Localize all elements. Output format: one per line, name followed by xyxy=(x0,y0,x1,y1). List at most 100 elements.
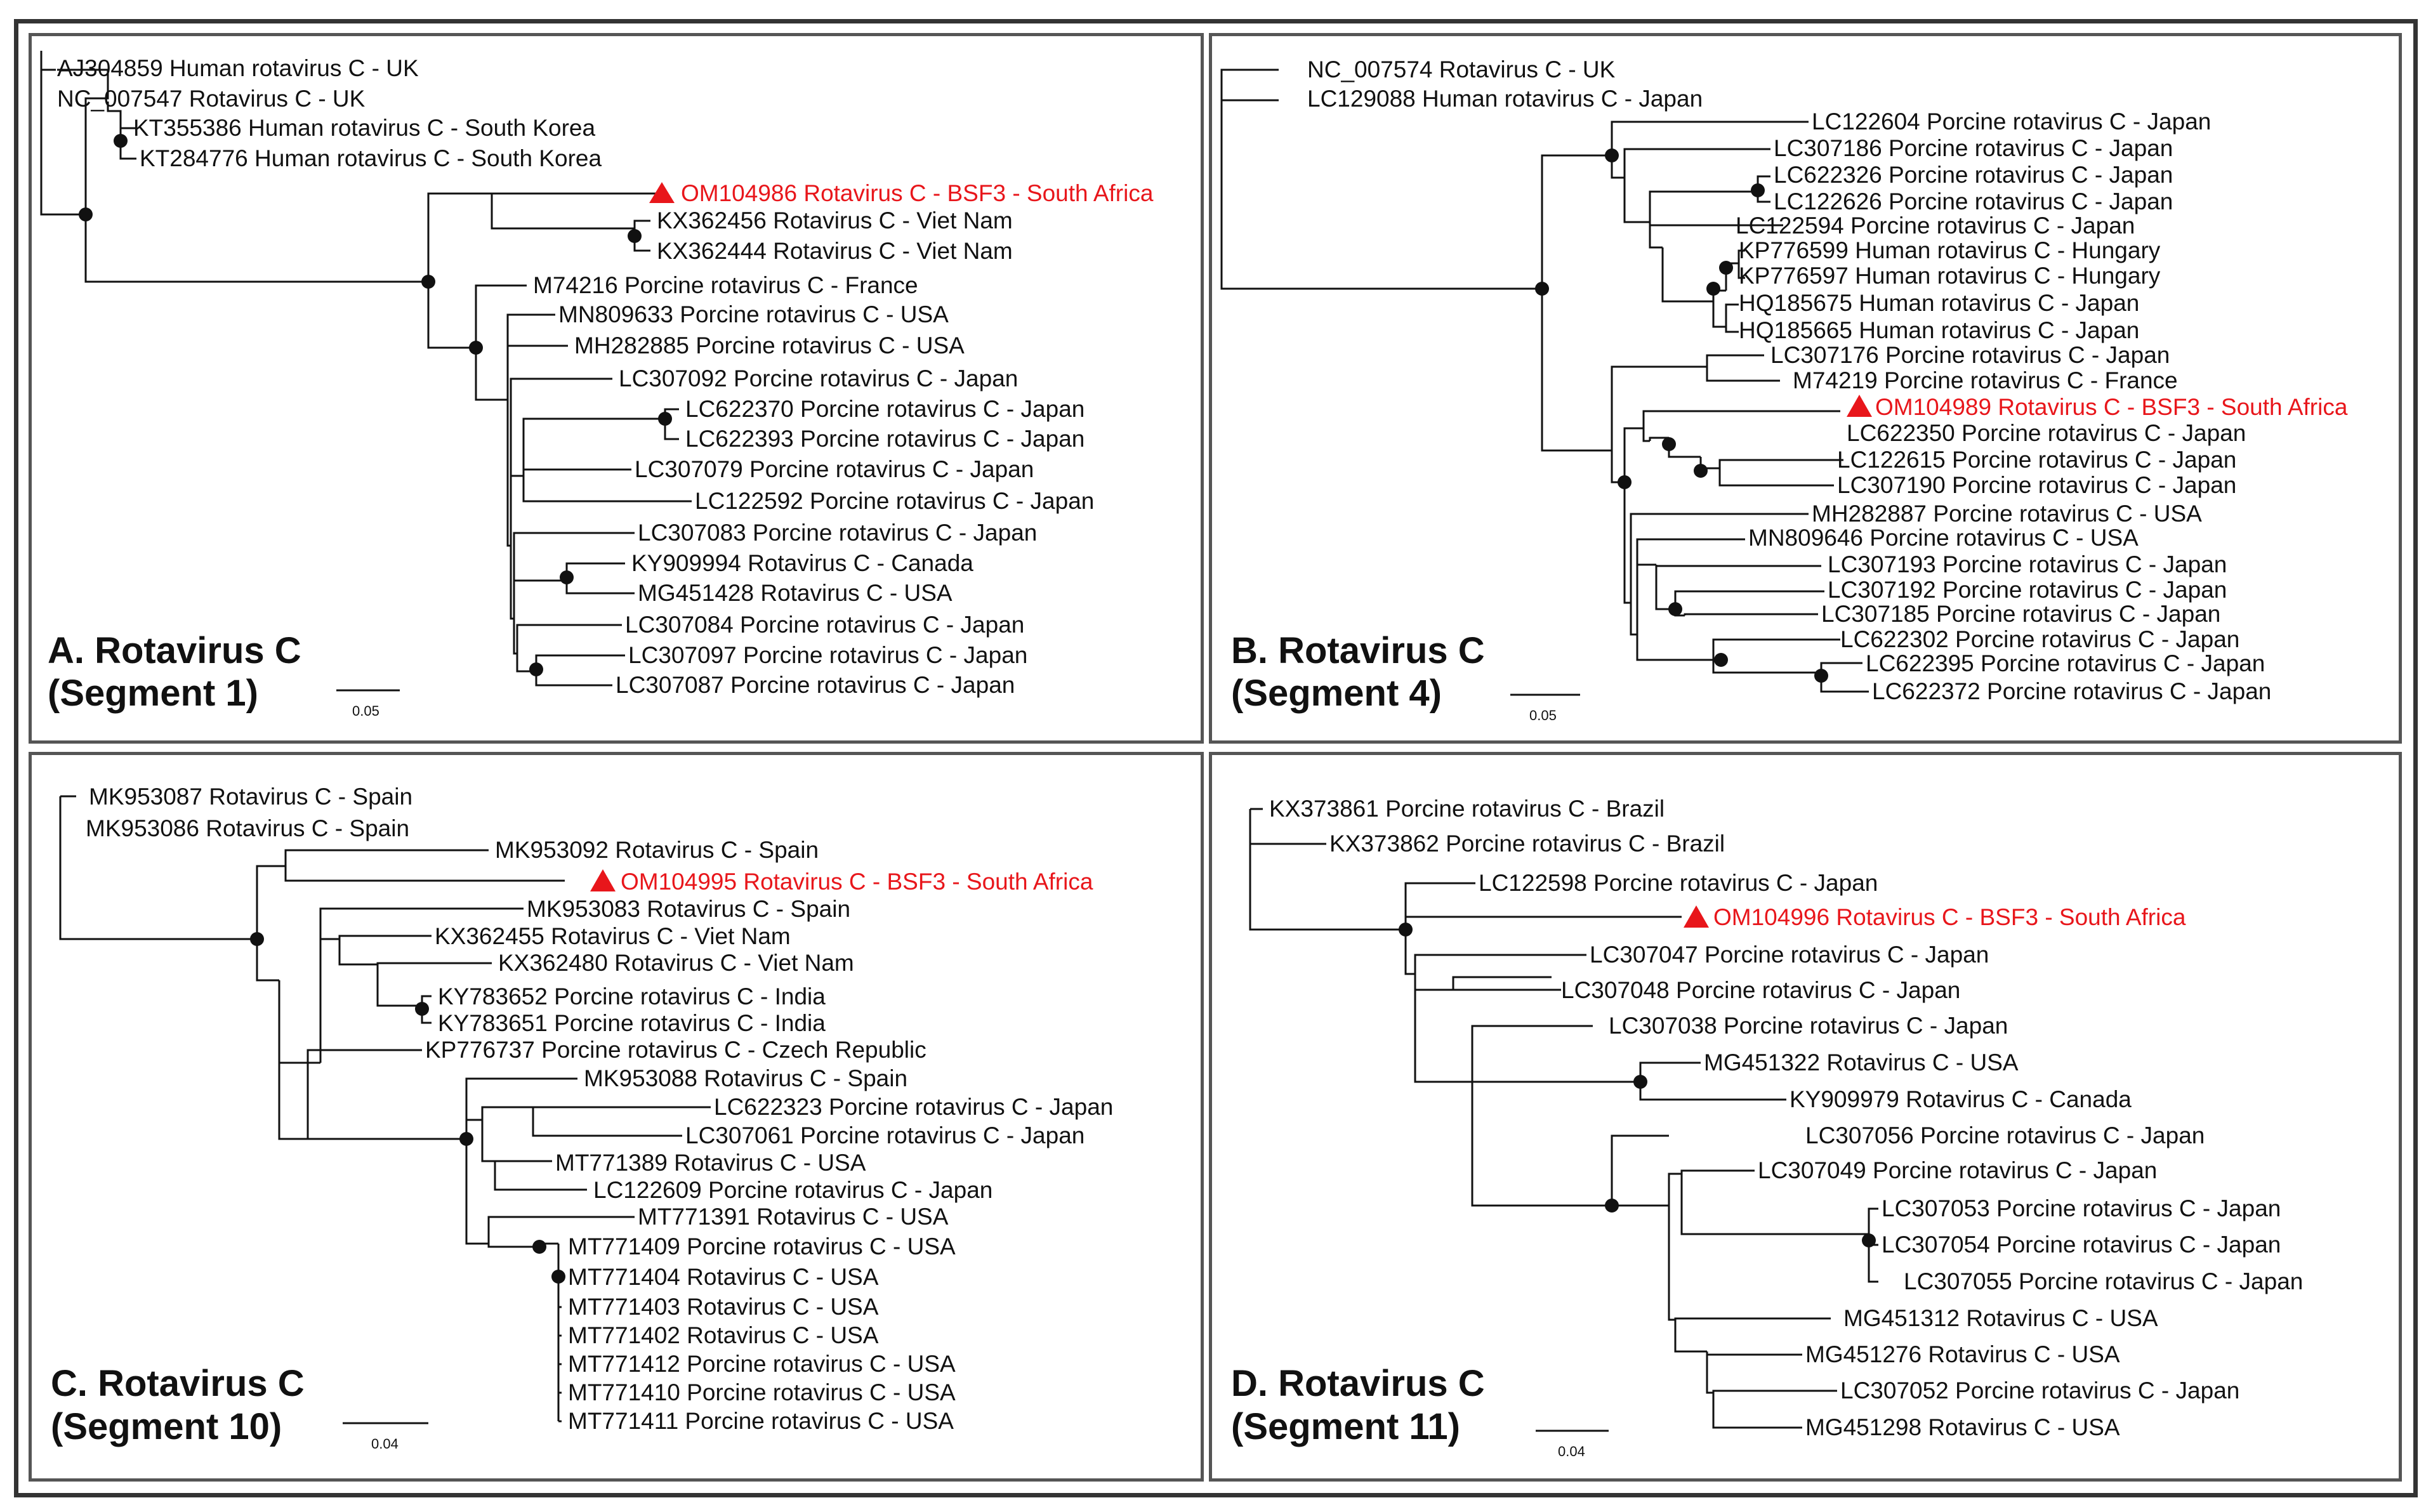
node-dot xyxy=(459,1132,473,1146)
taxon-label: HQ185675 Human rotavirus C - Japan xyxy=(1739,290,2139,316)
taxon-label: MN809633 Porcine rotavirus C - USA xyxy=(558,301,949,327)
taxon-label: MT771412 Porcine rotavirus C - USA xyxy=(568,1351,956,1377)
taxon-label: LC122604 Porcine rotavirus C - Japan xyxy=(1812,108,2211,135)
taxon-label: KP776737 Porcine rotavirus C - Czech Rep… xyxy=(425,1037,926,1063)
taxon-label: LC307185 Porcine rotavirus C - Japan xyxy=(1821,601,2220,627)
taxon-label: LC122626 Porcine rotavirus C - Japan xyxy=(1774,188,2173,214)
taxon-label: MH282885 Porcine rotavirus C - USA xyxy=(574,332,965,358)
taxon-label: KY783651 Porcine rotavirus C - India xyxy=(438,1010,826,1036)
taxon-label: MG451322 Rotavirus C - USA xyxy=(1704,1049,2019,1075)
panel-d-labels: KX373861 Porcine rotavirus C - Brazil KX… xyxy=(1269,796,2303,1440)
taxon-label: LC307192 Porcine rotavirus C - Japan xyxy=(1828,577,2227,603)
taxon-label: LC307053 Porcine rotavirus C - Japan xyxy=(1882,1195,2281,1221)
panel-c-labels: MK953087 Rotavirus C - Spain MK953086 Ro… xyxy=(86,784,1113,1434)
taxon-label: MK953086 Rotavirus C - Spain xyxy=(86,815,409,841)
taxon-label: LC307048 Porcine rotavirus C - Japan xyxy=(1561,977,1960,1003)
panel-subtitle: (Segment 4) xyxy=(1231,673,1442,714)
node-dot xyxy=(628,229,642,243)
node-dot xyxy=(1668,602,1682,616)
panel-b-labels: NC_007574 Rotavirus C - UK LC129088 Huma… xyxy=(1307,56,2348,704)
node-dot xyxy=(1814,669,1828,683)
taxon-label: LC622372 Porcine rotavirus C - Japan xyxy=(1872,678,2271,704)
panel-a: AJ304859 Human rotavirus C - UK NC_00754… xyxy=(40,51,1154,719)
panel-title: B. Rotavirus C xyxy=(1231,630,1485,671)
taxon-label: LC307049 Porcine rotavirus C - Japan xyxy=(1758,1157,2157,1183)
taxon-label: KY909979 Rotavirus C - Canada xyxy=(1790,1086,2132,1112)
taxon-label: LC307087 Porcine rotavirus C - Japan xyxy=(616,672,1015,698)
panel-c-nodes xyxy=(250,932,565,1284)
highlight-triangle-icon xyxy=(1684,905,1709,928)
taxon-label: KX362480 Rotavirus C - Viet Nam xyxy=(498,950,854,976)
taxon-label: LC307079 Porcine rotavirus C - Japan xyxy=(635,456,1034,482)
panel-b-branches xyxy=(1220,69,1869,693)
taxon-label: MT771389 Rotavirus C - USA xyxy=(555,1150,866,1176)
scale-label: 0.04 xyxy=(1558,1443,1585,1459)
panel-d-frame xyxy=(1209,752,2402,1482)
scale-label: 0.04 xyxy=(371,1436,399,1452)
taxon-label: MK953087 Rotavirus C - Spain xyxy=(89,784,412,810)
taxon-label: LC622302 Porcine rotavirus C - Japan xyxy=(1840,626,2239,652)
node-dot xyxy=(560,570,574,584)
taxon-label: MT771402 Rotavirus C - USA xyxy=(568,1322,879,1348)
panel-c-frame xyxy=(29,752,1204,1482)
panel-a-branches xyxy=(40,51,692,687)
panel-title: D. Rotavirus C xyxy=(1231,1363,1485,1404)
taxon-label: AJ304859 Human rotavirus C - UK xyxy=(57,55,419,81)
panel-d-nodes xyxy=(1399,923,1876,1247)
taxon-label: LC307193 Porcine rotavirus C - Japan xyxy=(1828,551,2227,577)
node-dot xyxy=(1605,148,1619,162)
taxon-label: KT355386 Human rotavirus C - South Korea xyxy=(133,115,595,141)
taxon-label: LC122615 Porcine rotavirus C - Japan xyxy=(1837,447,2236,473)
taxon-label: LC622326 Porcine rotavirus C - Japan xyxy=(1774,162,2173,188)
node-dot xyxy=(1633,1075,1647,1089)
taxon-label: MT771404 Rotavirus C - USA xyxy=(568,1264,879,1290)
panel-d: KX373861 Porcine rotavirus C - Brazil KX… xyxy=(1231,796,2303,1459)
taxon-label: MN809646 Porcine rotavirus C - USA xyxy=(1748,525,2139,551)
taxon-label: MH282887 Porcine rotavirus C - USA xyxy=(1812,501,2202,527)
panel-b: NC_007574 Rotavirus C - UK LC129088 Huma… xyxy=(1220,56,2348,723)
taxon-label-highlight: OM104989 Rotavirus C - BSF3 - South Afri… xyxy=(1875,394,2348,420)
taxon-label: HQ185665 Human rotavirus C - Japan xyxy=(1739,317,2139,343)
node-dot xyxy=(421,275,435,289)
taxon-label: LC307186 Porcine rotavirus C - Japan xyxy=(1774,135,2173,161)
taxon-label: LC307052 Porcine rotavirus C - Japan xyxy=(1840,1377,2239,1404)
taxon-label: LC622395 Porcine rotavirus C - Japan xyxy=(1866,650,2265,676)
taxon-label: LC307084 Porcine rotavirus C - Japan xyxy=(625,612,1024,638)
taxon-label: M74219 Porcine rotavirus C - France xyxy=(1793,367,2178,393)
panel-a-nodes xyxy=(79,134,672,676)
taxon-label: KX373862 Porcine rotavirus C - Brazil xyxy=(1329,831,1725,857)
taxon-label: MG451312 Rotavirus C - USA xyxy=(1843,1305,2158,1331)
taxon-label: LC122598 Porcine rotavirus C - Japan xyxy=(1479,870,1878,896)
panel-subtitle: (Segment 1) xyxy=(48,673,258,714)
taxon-label: MT771409 Porcine rotavirus C - USA xyxy=(568,1233,956,1259)
panel-title: C. Rotavirus C xyxy=(51,1363,305,1404)
taxon-label: LC307038 Porcine rotavirus C - Japan xyxy=(1609,1013,2008,1039)
taxon-label: MK953083 Rotavirus C - Spain xyxy=(527,896,850,922)
taxon-label: MG451298 Rotavirus C - USA xyxy=(1805,1414,2120,1440)
taxon-label: MK953088 Rotavirus C - Spain xyxy=(584,1065,907,1091)
taxon-label: LC122609 Porcine rotavirus C - Japan xyxy=(593,1177,992,1203)
node-dot xyxy=(250,932,264,946)
taxon-label: LC307047 Porcine rotavirus C - Japan xyxy=(1590,942,1989,968)
taxon-label: LC122592 Porcine rotavirus C - Japan xyxy=(695,488,1094,514)
taxon-label: LC122594 Porcine rotavirus C - Japan xyxy=(1736,213,2135,239)
panel-subtitle: (Segment 11) xyxy=(1231,1406,1460,1447)
node-dot xyxy=(1719,261,1733,275)
scale-label: 0.05 xyxy=(352,703,379,719)
highlight-triangle-icon xyxy=(1847,395,1872,417)
node-dot xyxy=(1662,437,1676,451)
taxon-label: LC307055 Porcine rotavirus C - Japan xyxy=(1904,1268,2303,1294)
taxon-label: MK953092 Rotavirus C - Spain xyxy=(495,837,819,863)
taxon-label: KY909994 Rotavirus C - Canada xyxy=(631,550,973,576)
taxon-label: LC307176 Porcine rotavirus C - Japan xyxy=(1770,342,2170,368)
node-dot xyxy=(1694,464,1708,478)
taxon-label: M74216 Porcine rotavirus C - France xyxy=(533,272,918,298)
taxon-label: LC622350 Porcine rotavirus C - Japan xyxy=(1847,420,2246,446)
taxon-label: LC307097 Porcine rotavirus C - Japan xyxy=(628,642,1027,668)
panel-c-branches xyxy=(59,795,711,1423)
taxon-label: KX362444 Rotavirus C - Viet Nam xyxy=(657,238,1013,264)
taxon-label: MG451276 Rotavirus C - USA xyxy=(1805,1341,2120,1367)
node-dot xyxy=(1399,923,1413,937)
